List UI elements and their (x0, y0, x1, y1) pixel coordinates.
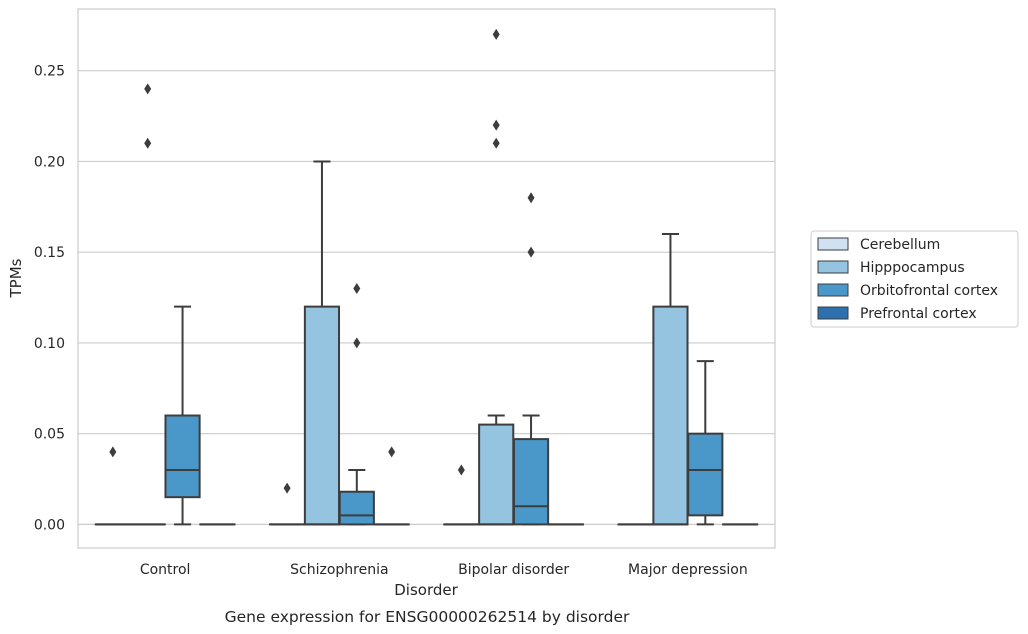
box-group (164, 305, 201, 526)
box (338, 490, 375, 526)
box-group (512, 192, 550, 526)
legend-swatch (817, 283, 849, 297)
outlier-point (492, 137, 500, 149)
y-tick-label: 0.00 (34, 517, 65, 533)
x-tick-label: Schizophrenia (290, 562, 388, 578)
box-group (94, 446, 131, 526)
legend-label: Prefrontal cortex (860, 306, 977, 322)
box-group (373, 446, 410, 526)
y-tick-labels: 0.00 0.05 0.10 0.15 0.20 0.25 (34, 64, 65, 534)
x-tick-label: Bipolar disorder (458, 562, 569, 578)
x-axis-label: Disorder (394, 581, 458, 599)
outlier-point (144, 83, 152, 95)
outlier-point (527, 246, 535, 258)
x-tick-label: Major depression (628, 562, 748, 578)
box (687, 432, 724, 517)
legend-label: Hipppocampus (860, 260, 965, 276)
x-tick-label: Control (140, 562, 191, 578)
box (164, 414, 201, 499)
outlier-point (353, 282, 361, 294)
box (478, 423, 515, 526)
outlier-point (492, 119, 500, 131)
box-group (443, 464, 480, 526)
legend-label: Orbitofrontal cortex (860, 283, 998, 299)
chart-caption: Gene expression for ENSG00000262514 by d… (225, 608, 630, 626)
legend-swatch (817, 260, 849, 274)
y-tick-label: 0.15 (34, 245, 65, 261)
y-tick-label: 0.25 (34, 64, 65, 80)
box-group (478, 28, 515, 526)
box-group (338, 282, 375, 526)
box-group (687, 360, 724, 526)
outlier-point (353, 337, 361, 349)
y-tick-label: 0.05 (34, 427, 65, 443)
box-group (129, 83, 166, 526)
box (303, 305, 341, 526)
x-tick-labels: Control Schizophrenia Bipolar disorder Majo… (140, 562, 748, 578)
box-group (303, 160, 341, 526)
legend-label: Cerebellum (860, 237, 940, 253)
outlier-point (283, 482, 291, 494)
outlier-point (109, 446, 117, 458)
boxplots (94, 28, 759, 526)
box (512, 438, 550, 526)
outlier-point (492, 28, 500, 40)
box (652, 305, 689, 526)
outlier-point (144, 137, 152, 149)
legend-frame (810, 230, 1019, 328)
outlier-point (388, 446, 396, 458)
outlier-point (527, 192, 535, 204)
box-group (269, 482, 306, 526)
legend-swatch (817, 237, 849, 251)
plot-frame (77, 8, 776, 549)
y-tick-label: 0.20 (34, 154, 65, 170)
box-group (652, 233, 689, 526)
outlier-point (457, 464, 465, 476)
y-axis-label: TPMs (7, 258, 25, 298)
legend: Cerebellum Hipppocampus Orbitofrontal cort… (810, 230, 1019, 328)
y-tick-label: 0.10 (34, 336, 65, 352)
legend-swatch (817, 306, 849, 320)
